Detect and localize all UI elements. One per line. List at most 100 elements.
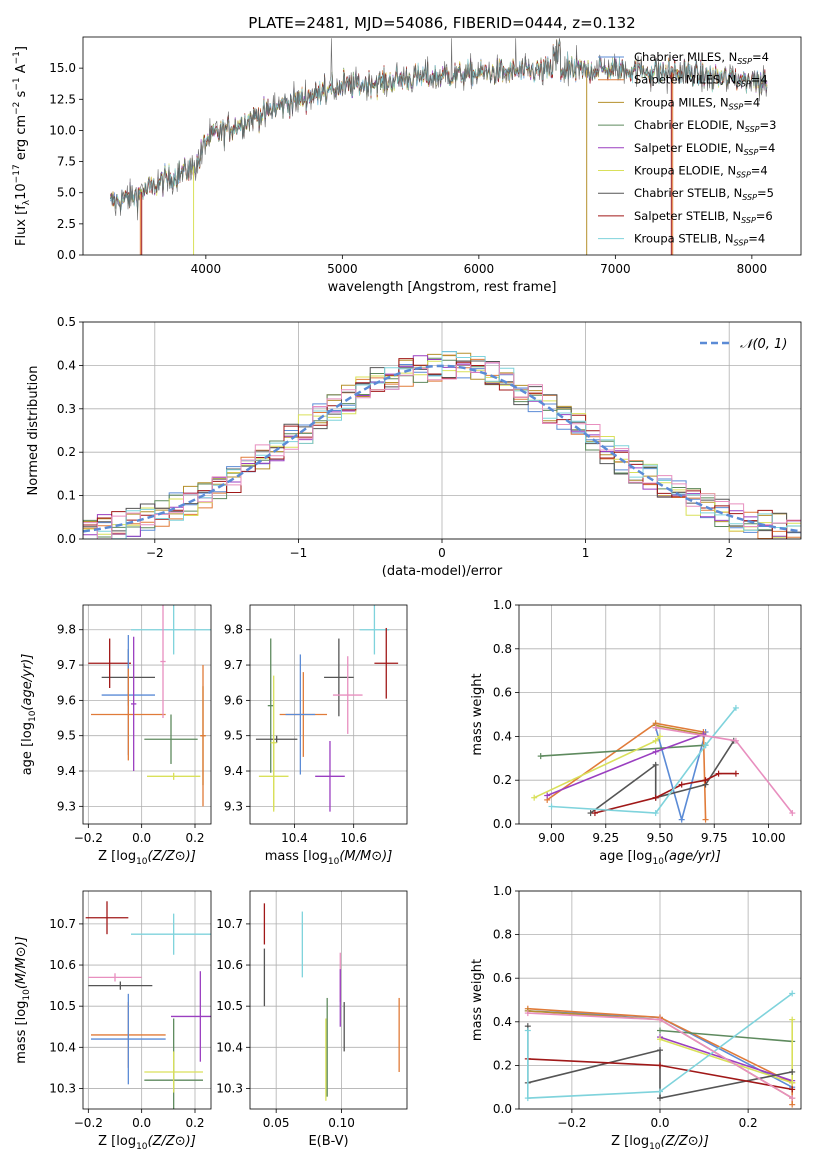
chart-title: PLATE=2481, MJD=54086, FIBERID=0444, z=0…: [248, 14, 635, 32]
x-axis-label: Z [log10(Z/Z⊙)]: [98, 849, 196, 867]
y-tick-label: 0.5: [57, 315, 76, 329]
legend-entry: Chabrier MILES, NSSP=4: [634, 50, 769, 66]
y-tick-label: 1.0: [493, 884, 512, 898]
y-tick-label: 0.2: [57, 445, 76, 459]
x-axis-label: E(B-V): [308, 1134, 348, 1149]
axes-frame: [82, 604, 212, 825]
legend-entry: Kroupa ELODIE, NSSP=4: [634, 164, 768, 180]
y-tick-label: 10.6: [216, 958, 243, 972]
y-tick-label: 0.8: [493, 642, 512, 656]
y-tick-label: 0.2: [493, 1058, 512, 1072]
x-tick-label: −0.2: [74, 831, 103, 845]
legend-entry: Kroupa STELIB, NSSP=4: [634, 232, 765, 248]
x-axis-label: (data-model)/error: [382, 564, 503, 579]
y-tick-label: 10.7: [216, 917, 243, 931]
x-tick-label: 8000: [737, 262, 768, 276]
mass-weight-series: [540, 744, 706, 757]
y-tick-label: 0.6: [493, 971, 512, 985]
y-tick-label: 0.0: [493, 1102, 512, 1116]
mass-weight-series: [533, 735, 661, 799]
y-tick-label: 9.3: [57, 799, 76, 813]
y-tick-label: 0.4: [493, 729, 512, 743]
errorbar-points: [263, 903, 400, 1101]
y-tick-label: 9.4: [224, 764, 243, 778]
y-tick-label: 9.6: [57, 693, 76, 707]
mass-weight-lines: [524, 990, 796, 1108]
axes-frame: [82, 890, 212, 1110]
legend-entry: Salpeter ELODIE, NSSP=4: [634, 141, 775, 157]
spectrum-panel: 4000 5000 6000 7000 8000 0.0 2.5 5.0 7.5 10.0 12.5…: [12, 14, 802, 295]
y-tick-label: 9.8: [224, 623, 243, 637]
y-tick-label: 0.0: [57, 248, 76, 262]
legend-entry: Salpeter STELIB, NSSP=6: [634, 209, 773, 225]
spectrum-lines: [109, 38, 768, 255]
y-tick-label: 9.5: [224, 729, 243, 743]
y-tick-label: 0.1: [57, 489, 76, 503]
residuals-panel: −2 −1 0 1 2 0.0 0.1 0.2 0.3 0.4 0.5 (data-model)/er…: [26, 315, 802, 579]
x-axis-label: wavelength [Angstrom, rest frame]: [328, 280, 557, 295]
x-tick-label: 0: [438, 546, 446, 560]
y-tick-label: 0.3: [57, 402, 76, 416]
y-axis-label: mass [log10(M/M⊙)]: [14, 936, 32, 1064]
x-tick-label: 9.50: [647, 831, 674, 845]
axes-frame: [518, 604, 802, 825]
axes-frame: [249, 890, 408, 1110]
axes-frame: [82, 321, 802, 540]
age-vs-mass-panel: 10.4 10.6 9.3 9.4 9.5 9.6 9.7 9.8 mass [log10(M/…: [224, 604, 408, 867]
x-axis-label: Z [log10(Z/Z⊙)]: [98, 1134, 196, 1152]
x-tick-label: 0.05: [263, 1116, 290, 1130]
x-tick-label: 0.10: [328, 1116, 355, 1130]
y-axis-label: Normed distribution: [26, 366, 41, 496]
y-tick-label: 9.7: [57, 658, 76, 672]
y-tick-label: 10.5: [49, 999, 76, 1013]
mass-weight-series: [527, 992, 793, 1099]
legend-entry: Salpeter MILES, NSSP=4: [634, 73, 768, 89]
y-tick-label: 9.6: [224, 693, 243, 707]
histogram-series: [83, 362, 801, 539]
y-tick-label: 10.0: [49, 123, 76, 137]
x-axis-label: Z [log10(Z/Z⊙)]: [611, 1134, 709, 1152]
x-tick-label: −2: [146, 546, 164, 560]
mass-weight-lines: [531, 704, 796, 823]
x-tick-label: 10.00: [751, 831, 785, 845]
x-tick-label: 0.2: [185, 1116, 204, 1130]
y-tick-label: 0.4: [493, 1015, 512, 1029]
x-tick-label: −0.2: [557, 1116, 586, 1130]
x-tick-label: 9.25: [592, 831, 619, 845]
mass-weight-series: [527, 1007, 793, 1105]
legend-entry: Chabrier ELODIE, NSSP=3: [634, 118, 776, 134]
y-tick-label: 5.0: [57, 186, 76, 200]
y-tick-label: 7.5: [57, 155, 76, 169]
y-tick-label: 10.6: [49, 958, 76, 972]
y-tick-label: 0.0: [493, 817, 512, 831]
y-tick-label: 9.8: [57, 623, 76, 637]
axes-frame: [249, 604, 408, 825]
x-tick-label: 9.75: [701, 831, 728, 845]
x-tick-label: 7000: [600, 262, 631, 276]
gaussian-curve: [83, 364, 801, 533]
legend-entry: Chabrier STELIB, NSSP=5: [634, 186, 774, 202]
y-tick-label: 0.4: [57, 358, 76, 372]
y-tick-label: 2.5: [57, 217, 76, 231]
y-tick-label: 9.7: [224, 658, 243, 672]
y-tick-label: 9.4: [57, 764, 76, 778]
x-tick-label: 0.0: [132, 831, 151, 845]
y-axis-label: mass weight: [470, 959, 485, 1041]
y-tick-label: 15.0: [49, 61, 76, 75]
spectrum-series-line: [110, 38, 768, 221]
massweight-vs-age-panel: 9.00 9.25 9.50 9.75 10.00 0.0 0.2 0.4 0.6 0.8 1.0 a…: [470, 598, 802, 867]
y-axis-label: mass weight: [470, 673, 485, 755]
errorbar-points: [88, 605, 211, 807]
x-tick-label: 9.00: [538, 831, 565, 845]
x-tick-label: 5000: [327, 262, 358, 276]
y-tick-label: 0.0: [57, 532, 76, 546]
axes-frame: [518, 890, 802, 1110]
y-tick-label: 10.5: [216, 999, 243, 1013]
y-axis-label: Flux [fλ10−17 erg cm−2 s−1 A−1]: [12, 46, 32, 246]
y-tick-label: 0.2: [493, 773, 512, 787]
mass-vs-EBV-panel: 0.05 0.10 10.3 10.4 10.5 10.6 10.7 E(B-V): [216, 890, 408, 1149]
errorbar-points: [85, 901, 211, 1109]
x-tick-label: 1: [582, 546, 590, 560]
age-vs-Z-panel: −0.2 0.0 0.2 9.3 9.4 9.5 9.6 9.7 9.8 Z [log10(Z/Z…: [20, 604, 212, 867]
